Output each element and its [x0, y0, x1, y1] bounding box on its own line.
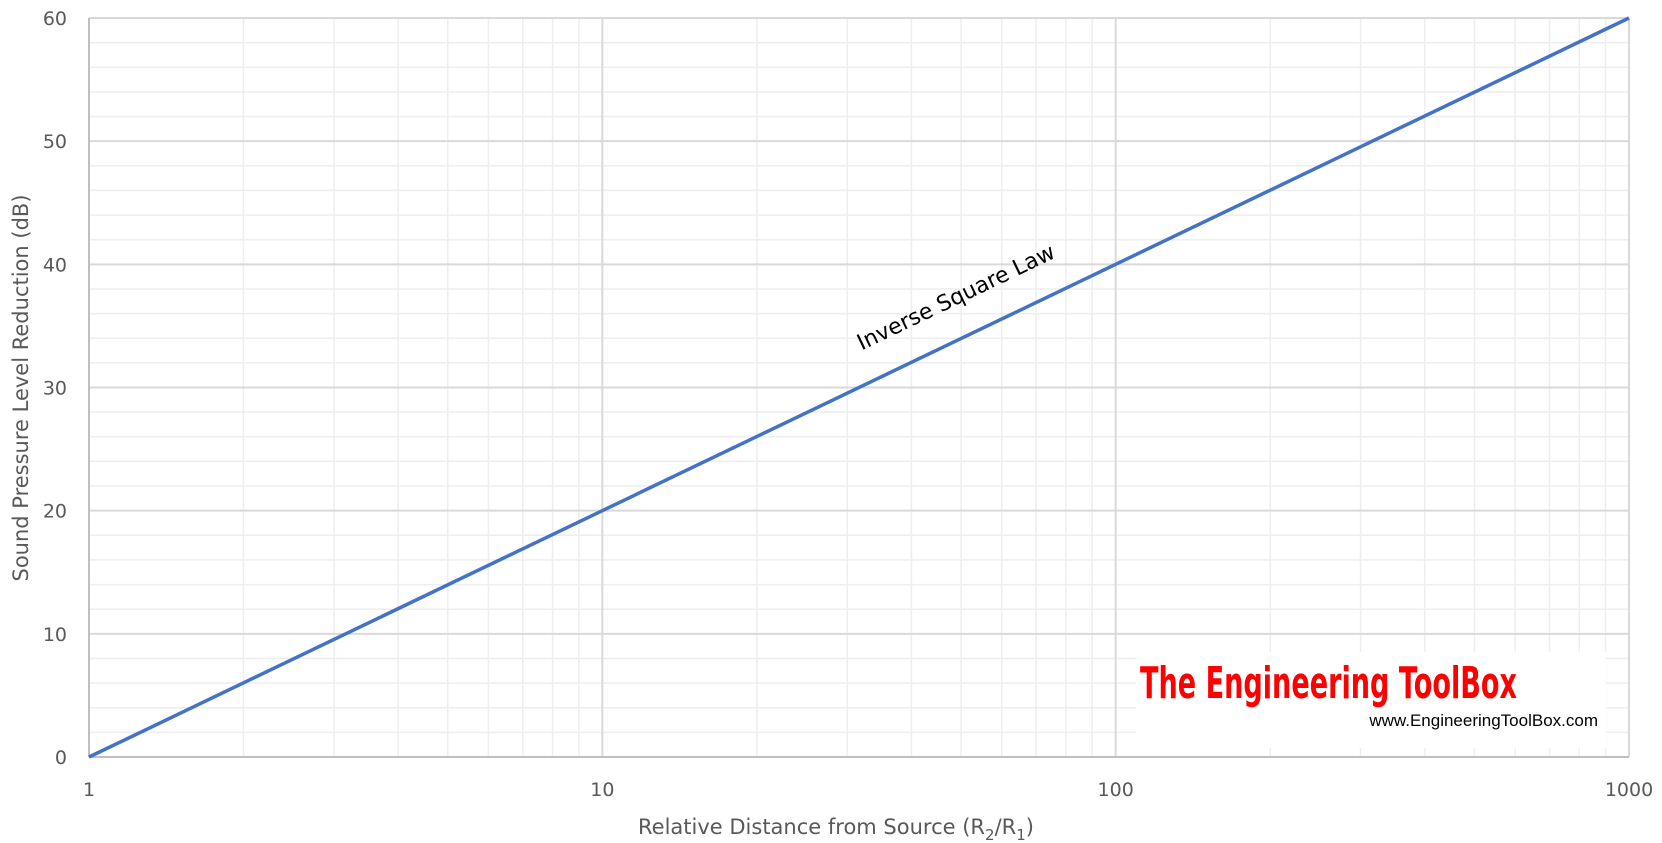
x-axis-title-end: ): [1026, 815, 1034, 839]
watermark-url: www.EngineeringToolBox.com: [1368, 711, 1598, 730]
y-tick-label: 20: [43, 501, 67, 523]
y-axis-title: Sound Pressure Level Reduction (dB): [9, 194, 33, 581]
series-layer: [88, 16, 1630, 759]
x-axis-title-main: Relative Distance from Source (R: [638, 815, 985, 839]
y-tick-label: 0: [55, 747, 67, 769]
x-tick-label: 100: [1098, 779, 1134, 801]
series-line: [88, 16, 1630, 759]
x-tick-label: 1: [83, 779, 95, 801]
x-axis-title-sub-2: 2: [985, 826, 995, 843]
x-axis-title-mid: /R: [995, 815, 1017, 839]
watermark-background: [1136, 652, 1606, 748]
x-axis-title-sub-1: 1: [1016, 826, 1026, 843]
y-tick-label: 10: [43, 624, 67, 646]
y-tick-label: 50: [43, 131, 67, 153]
x-tick-label: 10: [590, 779, 614, 801]
watermark-title: The Engineering ToolBox: [1140, 658, 1517, 709]
watermark: The Engineering ToolBox www.EngineeringT…: [1136, 652, 1606, 748]
x-tick-labels: 1 10 100 1000: [83, 779, 1653, 801]
x-axis-title: Relative Distance from Source (R2/R1): [638, 815, 1034, 843]
y-tick-label: 40: [43, 254, 67, 276]
x-tick-label: 1000: [1605, 779, 1653, 801]
y-tick-label: 30: [43, 378, 67, 400]
axes: [88, 18, 1629, 758]
y-tick-label: 60: [43, 8, 67, 30]
y-tick-labels: 0 10 20 30 40 50 60: [43, 8, 67, 769]
